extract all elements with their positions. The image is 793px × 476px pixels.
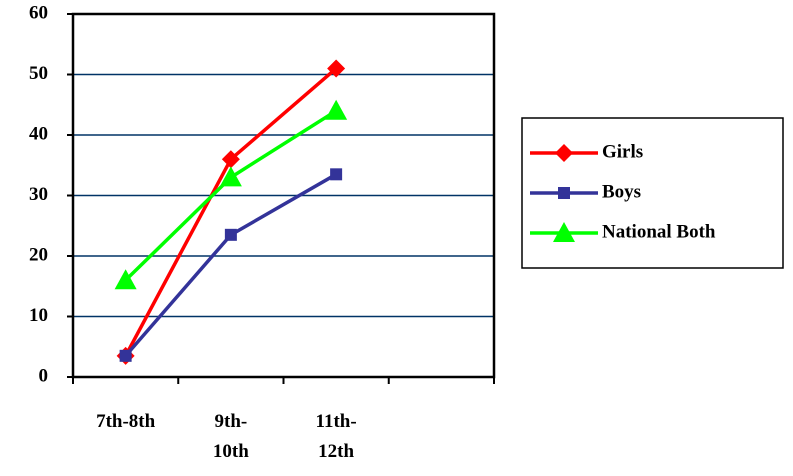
y-tick-label: 10 [29,305,48,326]
series-line [124,67,338,357]
y-tick-label: 50 [29,63,48,84]
x-tick-label: 11th-12th [315,411,357,462]
x-tick-label: 7th-8th [96,411,156,432]
legend-label: Boys [602,181,641,202]
y-tick-label: 60 [29,2,48,23]
legend-marker [558,187,570,199]
marker [221,150,240,169]
legend-label: National Both [602,221,716,242]
x-tick-label: 9th-10th [212,411,249,462]
y-tick-label: 40 [29,123,48,144]
series-line [124,172,337,357]
marker [325,99,348,120]
y-tick-label: 30 [29,184,48,205]
marker [219,166,242,187]
y-tick-label: 0 [39,365,49,386]
marker [114,269,137,290]
legend-label: Girls [602,141,643,162]
marker [119,349,132,362]
marker [224,228,237,241]
marker [327,59,346,78]
marker [330,168,343,181]
legend-marker [555,144,573,162]
y-tick-label: 20 [29,244,48,265]
legend-marker [553,222,575,242]
